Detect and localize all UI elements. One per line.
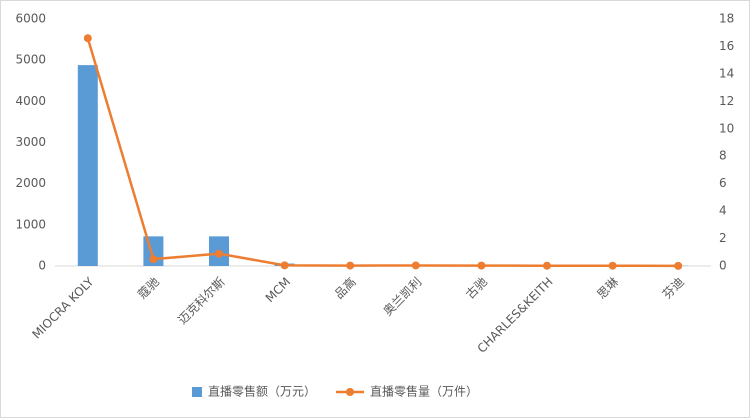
legend-label: 直播零售量（万件） (370, 384, 478, 399)
y2-tick-label: 12 (719, 94, 734, 108)
y-tick-label: 5000 (15, 53, 46, 67)
line-marker (608, 261, 617, 270)
line-marker (477, 261, 486, 270)
y2-tick-label: 16 (719, 39, 734, 53)
line-marker (543, 261, 551, 270)
line-marker (411, 261, 420, 270)
y2-tick-label: 18 (719, 12, 734, 26)
y2-tick-label: 6 (719, 176, 727, 190)
line-marker (674, 261, 683, 270)
y2-tick-label: 14 (719, 66, 734, 80)
y2-tick-label: 4 (719, 204, 727, 218)
y2-tick-label: 8 (719, 149, 727, 163)
legend-swatch (192, 387, 202, 397)
legend-swatch (346, 388, 355, 396)
line-marker (83, 34, 92, 43)
line (86, 37, 679, 268)
line-marker (280, 261, 289, 270)
legend-label: 直播零售额（万元） (208, 384, 316, 399)
y-tick-label: 3000 (15, 135, 46, 149)
line-marker (149, 255, 158, 264)
y-tick-label: 0 (38, 259, 46, 273)
y-tick-label: 2000 (15, 176, 46, 190)
y-tick-label: 6000 (15, 12, 46, 26)
y2-tick-label: 2 (719, 231, 727, 245)
y2-tick-label: 10 (719, 121, 734, 135)
y2-tick-label: 0 (719, 259, 727, 273)
line-marker (346, 261, 355, 270)
y-tick-label: 1000 (15, 217, 46, 231)
bar (77, 65, 98, 267)
line-marker (215, 249, 223, 258)
y-tick-label: 4000 (15, 94, 46, 108)
